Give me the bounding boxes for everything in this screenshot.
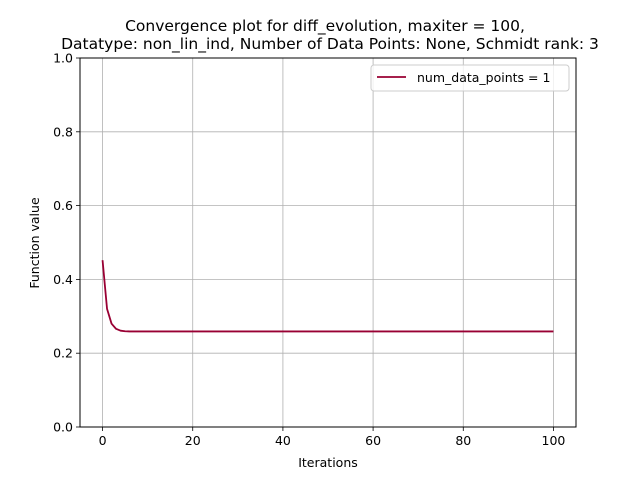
plot-area-frame bbox=[79, 57, 577, 428]
y-tick-label: 1.0 bbox=[53, 51, 73, 66]
tick-layer: 0 20 40 60 80 100 0.0 0.2 0.4 0.6 0.8 1.0 bbox=[53, 51, 565, 449]
legend-label-series-1: num_data_points = 1 bbox=[417, 70, 550, 85]
series-line-1 bbox=[101, 260, 554, 333]
y-axis-label: Function value bbox=[27, 197, 42, 289]
chart-title-line-2: Datatype: non_lin_ind, Number of Data Po… bbox=[61, 35, 599, 54]
series-layer bbox=[101, 260, 554, 333]
x-tick-label: 0 bbox=[99, 433, 107, 448]
x-tick-label: 80 bbox=[455, 433, 471, 448]
y-tick-label: 0.2 bbox=[53, 346, 73, 361]
chart-title: Convergence plot for diff_evolution, max… bbox=[61, 17, 599, 54]
grid-layer bbox=[80, 57, 576, 428]
x-tick-label: 60 bbox=[365, 433, 381, 448]
y-tick-label: 0.0 bbox=[53, 420, 73, 435]
x-tick-label: 100 bbox=[542, 433, 566, 448]
chart-title-line-1: Convergence plot for diff_evolution, max… bbox=[125, 17, 525, 36]
x-tick-label: 40 bbox=[275, 433, 291, 448]
legend-box bbox=[370, 64, 570, 92]
y-tick-label: 0.8 bbox=[53, 124, 73, 139]
y-tick-label: 0.4 bbox=[53, 272, 73, 287]
x-tick-label: 20 bbox=[185, 433, 201, 448]
legend: num_data_points = 1 bbox=[370, 64, 570, 92]
x-axis-label: Iterations bbox=[298, 455, 358, 470]
y-tick-label: 0.6 bbox=[53, 198, 73, 213]
